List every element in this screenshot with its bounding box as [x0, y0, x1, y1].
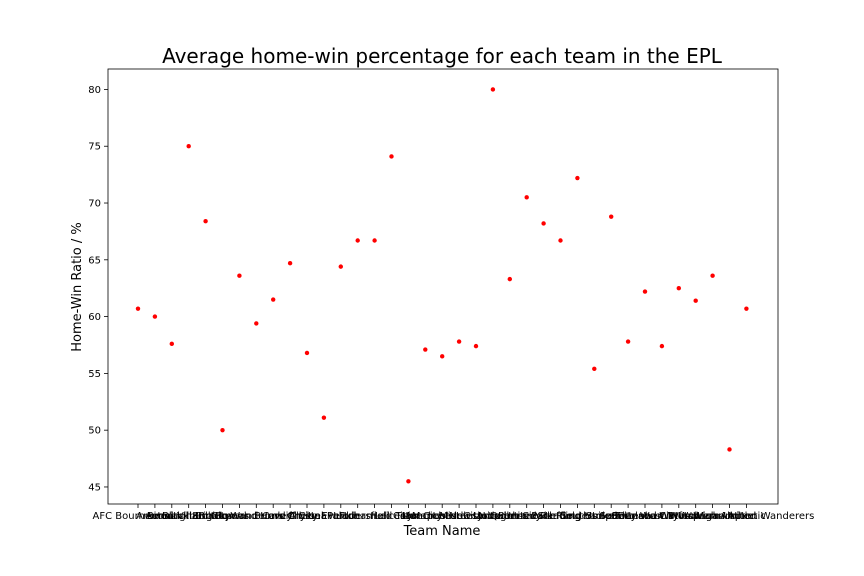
- x-tick-label: Watford: [659, 511, 698, 522]
- data-point: [558, 238, 563, 243]
- y-tick-label: 75: [88, 142, 101, 153]
- data-point: [676, 286, 681, 291]
- x-tick-label: Sunderland: [599, 511, 656, 522]
- y-tick-label: 50: [88, 426, 101, 437]
- x-tick-label: Norwich City: [478, 511, 541, 522]
- data-point: [287, 261, 293, 266]
- data-point: [659, 343, 665, 349]
- x-tick-label: Manchester United: [412, 511, 507, 522]
- data-point: [406, 479, 411, 484]
- x-tick-label: Wigan Athletic: [693, 511, 766, 522]
- data-point: [710, 273, 715, 278]
- x-tick-label: Crystal Palace: [289, 511, 360, 522]
- y-tick-label: 70: [88, 199, 101, 210]
- data-point: [254, 321, 259, 326]
- x-tick-label: Stoke City: [586, 511, 637, 522]
- data-point: [575, 175, 580, 181]
- x-tick-label: Blackpool: [198, 511, 246, 522]
- x-tick-label: Fulham: [339, 511, 376, 522]
- x-tick-label: Bolton Wanderers: [195, 511, 284, 522]
- x-tick-label: Aston Villa: [145, 511, 198, 522]
- plot-frame: [107, 68, 779, 505]
- y-axis-label: Home-Win Ratio / %: [70, 222, 85, 351]
- x-tick-label: Portsmouth: [498, 511, 556, 522]
- x-tick-label: Tottenham Hotspur: [613, 511, 711, 522]
- data-point: [541, 221, 546, 226]
- x-axis-label: Team Name: [403, 524, 481, 539]
- x-tick-label: Swansea City: [611, 511, 678, 522]
- x-tick-label: Liverpool: [402, 511, 448, 522]
- data-point: [152, 314, 158, 319]
- data-point: [321, 415, 327, 420]
- data-point: [592, 366, 597, 372]
- y-tick-label: 80: [88, 85, 101, 96]
- x-tick-label: AFC Bournemouth: [93, 511, 184, 522]
- x-tick-label: Burnley: [254, 511, 292, 522]
- data-point: [220, 427, 225, 433]
- data-point: [169, 341, 174, 347]
- data-point: [609, 214, 614, 219]
- x-tick-label: Reading: [540, 511, 581, 522]
- y-tick-label: 60: [88, 312, 101, 323]
- x-tick-label: West Bromwich Albion: [640, 511, 752, 522]
- x-tick-label: Wolverhampton Wanderers: [678, 511, 814, 522]
- data-point: [372, 238, 377, 243]
- x-tick-label: Leicester City: [374, 511, 442, 522]
- data-point: [389, 154, 394, 159]
- x-tick-label: Chelsea: [287, 511, 327, 522]
- y-tick-label: 65: [88, 255, 101, 266]
- x-tick-label: Arsenal: [136, 511, 174, 522]
- y-axis: 45 50 55 60 65 70 75 80: [88, 85, 108, 493]
- data-point: [355, 238, 360, 243]
- x-tick-label: West Ham United: [669, 511, 756, 522]
- y-tick-label: 55: [88, 369, 101, 380]
- x-tick-label: Cardiff City: [262, 511, 318, 522]
- x-tick-label: Blackburn Rovers: [162, 511, 249, 522]
- data-point: [524, 195, 529, 200]
- data-point: [490, 87, 496, 92]
- data-point: [456, 339, 462, 344]
- x-tick-label: Huddersfield Town: [329, 511, 421, 522]
- data-point: [271, 297, 276, 302]
- x-tick-label: Birmingham City: [147, 511, 231, 522]
- data-point: [423, 347, 428, 352]
- x-tick-label: Brighton and Hove Albion: [192, 511, 320, 522]
- x-tick-label: Manchester City: [402, 511, 483, 522]
- data-point: [625, 339, 631, 344]
- x-tick-label: Middlesbrough: [439, 511, 513, 522]
- data-point: [693, 298, 698, 303]
- data-point: [642, 289, 648, 294]
- data-point: [744, 306, 749, 311]
- data-point: [203, 218, 208, 224]
- data-point: [237, 273, 242, 278]
- x-tick-label: Everton: [321, 511, 360, 522]
- data-point: [338, 264, 343, 269]
- y-tick-label: 45: [88, 482, 101, 493]
- x-tick-label: Queens Park Rangers: [490, 511, 597, 522]
- data-point: [440, 354, 445, 359]
- data-points: [135, 87, 749, 484]
- data-point: [186, 144, 191, 149]
- x-tick-label: Southampton: [560, 511, 628, 522]
- x-tick-label: Newcastle United: [449, 511, 537, 522]
- data-point: [135, 306, 141, 311]
- x-tick-label: Hull City: [370, 511, 412, 522]
- chart-title: Average home-win percentage for each tea…: [162, 44, 723, 68]
- x-tick-label: Sheffield United: [537, 511, 617, 522]
- data-point: [473, 343, 479, 349]
- data-point: [304, 350, 310, 356]
- data-point: [507, 276, 512, 282]
- data-point: [727, 447, 732, 452]
